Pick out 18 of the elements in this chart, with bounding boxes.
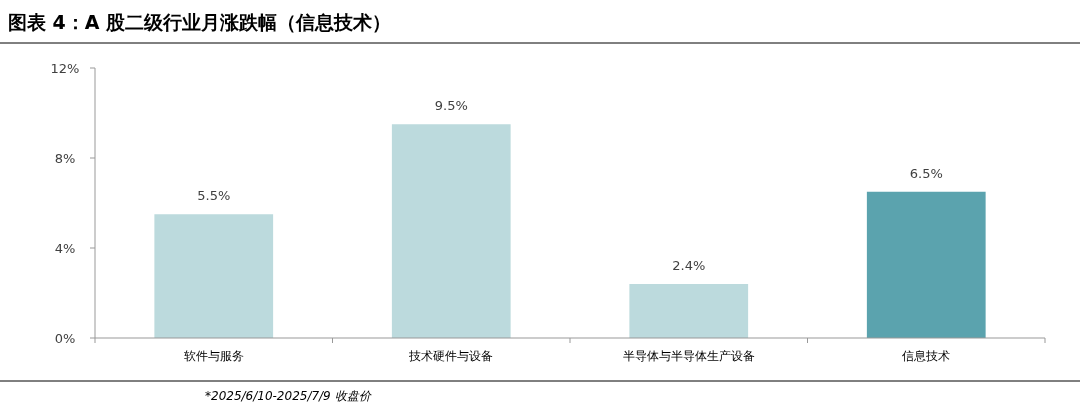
x-tick-label: 技术硬件与设备 — [408, 349, 494, 363]
x-tick-label: 软件与服务 — [183, 349, 244, 363]
y-tick-label: 4% — [54, 240, 76, 256]
data-label: 9.5% — [434, 98, 468, 114]
bar — [154, 214, 274, 338]
data-label: 2.4% — [672, 258, 706, 273]
bar — [866, 191, 986, 338]
data-label: 5.5% — [197, 188, 231, 204]
text: *2025/6/10-2025/7/9 收盘价 — [205, 389, 372, 403]
bar — [629, 284, 749, 338]
y-tick-label: 0% — [54, 330, 76, 346]
data-label: 6.5% — [909, 165, 943, 181]
y-tick-label: 8% — [54, 150, 76, 166]
x-tick-label: 信息技术 — [902, 349, 951, 363]
y-tick-label: 12% — [50, 60, 80, 76]
chart-title: 图表 4：A 股二级行业月涨跌幅（信息技术） — [8, 11, 392, 33]
x-tick-label: 半导体与半导体生产设备 — [622, 349, 755, 363]
bar — [391, 124, 511, 338]
